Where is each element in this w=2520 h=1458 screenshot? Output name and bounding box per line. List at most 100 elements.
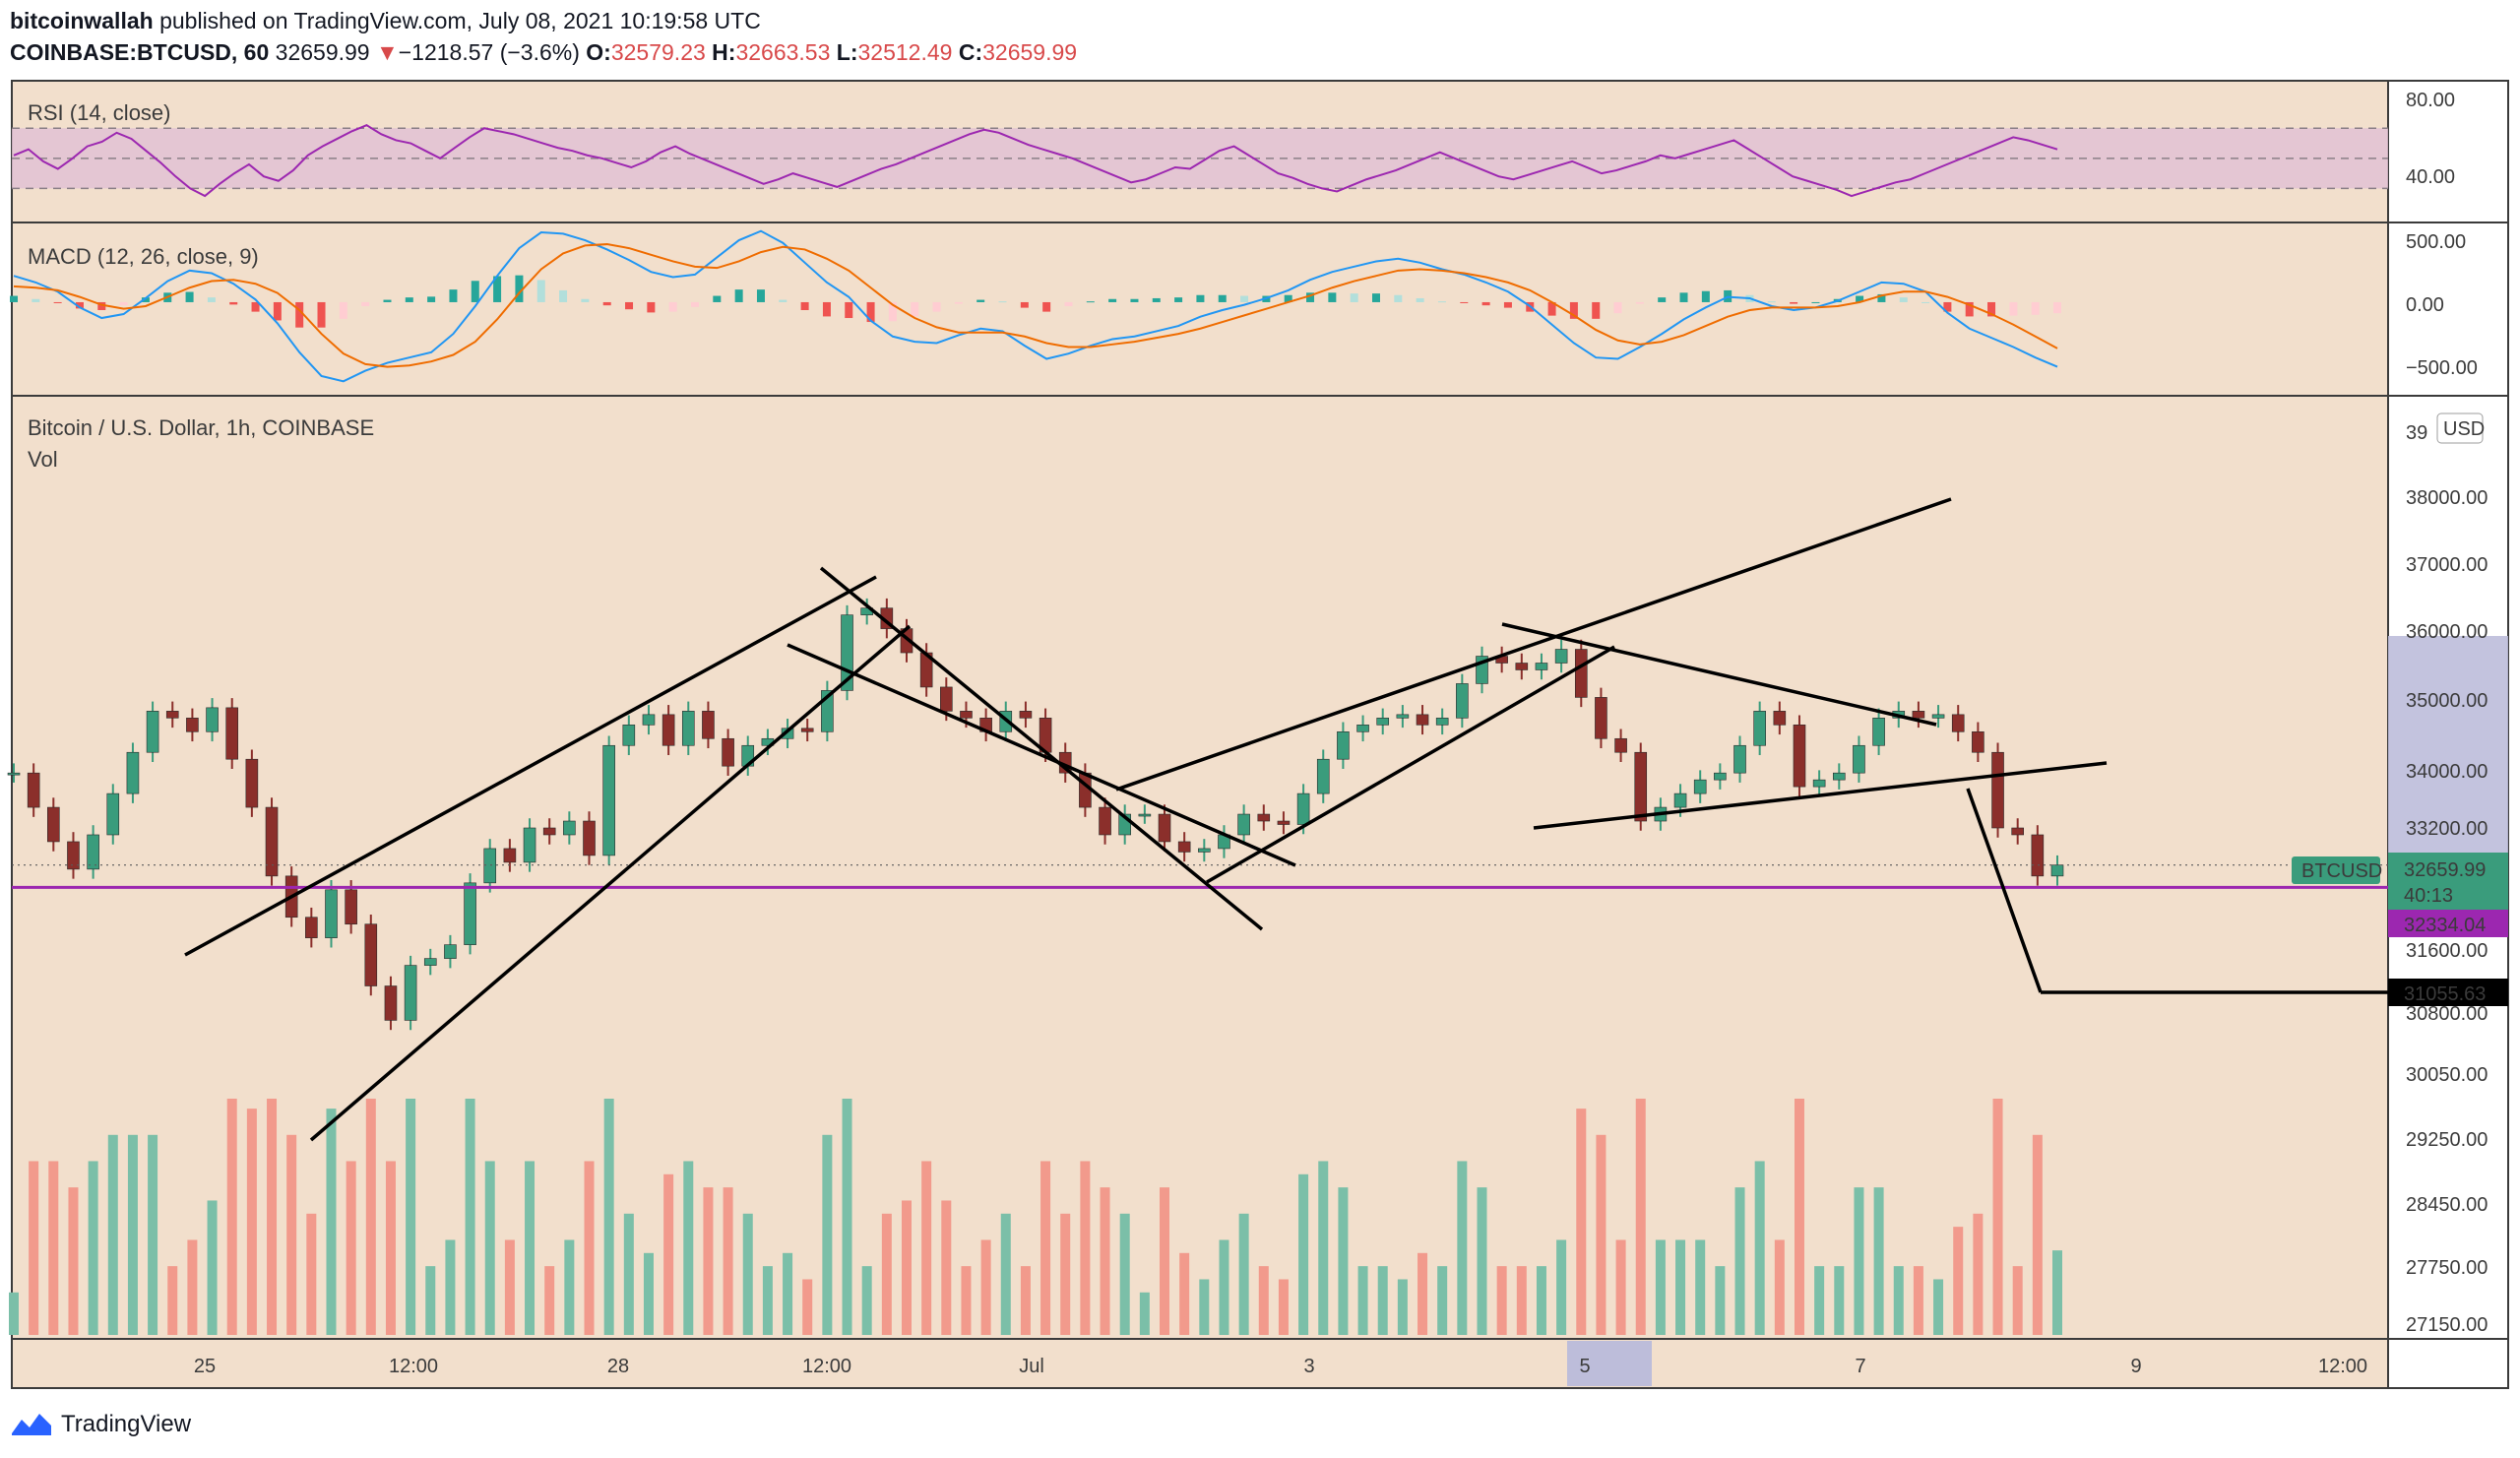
price-tick-label: 28450.00 [2406, 1194, 2488, 1216]
high-label: H: [712, 39, 736, 65]
macd-histogram-bar [1460, 301, 1469, 303]
volume-bar [544, 1266, 555, 1335]
last-price: 32659.99 [275, 39, 370, 65]
time-tick-label: 12:00 [802, 1356, 851, 1377]
candle-body [1673, 792, 1687, 808]
candle-body [542, 827, 556, 836]
macd-histogram-bar [10, 295, 18, 302]
published-text: published on TradingView.com, July 08, 2… [159, 8, 761, 33]
trendline[interactable] [1206, 645, 1615, 884]
macd-histogram-bar [251, 301, 260, 312]
volume-bar [1318, 1161, 1329, 1335]
macd-histogram-bar [229, 301, 238, 305]
volume-bar [445, 1239, 456, 1335]
volume-bar [1357, 1266, 1368, 1335]
price-tick-label: 27750.00 [2406, 1257, 2488, 1279]
volume-bar [861, 1266, 872, 1335]
candle-body [1416, 714, 1429, 726]
price-tick-label: 36000.00 [2406, 621, 2488, 643]
price-tick-label: 27150.00 [2406, 1314, 2488, 1336]
volume-bar [1080, 1161, 1091, 1335]
macd-histogram-bar [1108, 298, 1117, 302]
macd-histogram-bar [1372, 293, 1380, 302]
volume-bar [1893, 1266, 1904, 1335]
macd-histogram-bar [1899, 297, 1908, 302]
candle-body [1693, 779, 1707, 794]
candle-body [165, 711, 179, 719]
price-tick-label: 30050.00 [2406, 1064, 2488, 1086]
macd-histogram-bar [32, 298, 40, 302]
macd-histogram-bar [119, 301, 128, 306]
volume-bar [504, 1239, 515, 1335]
candle-body [325, 889, 338, 938]
candle-body [503, 848, 517, 863]
trendline-drawings[interactable] [184, 497, 2388, 1142]
macd-histogram-bar [75, 301, 84, 309]
price-tick-label: 34000.00 [2406, 761, 2488, 783]
volume-bar [941, 1200, 952, 1335]
support-price-label: 32334.04 [2404, 915, 2486, 936]
macd-histogram-bar [2053, 301, 2061, 314]
macd-histogram-bar [976, 299, 985, 302]
macd-title: MACD (12, 26, close, 9) [28, 244, 259, 269]
currency-badge [2436, 412, 2484, 444]
volume-bar [1695, 1239, 1706, 1335]
macd-histogram-bar [97, 301, 106, 310]
candle-body [186, 718, 199, 732]
time-tick-label: 9 [2130, 1356, 2141, 1377]
macd-histogram-bar [866, 301, 875, 323]
candle-body [1396, 714, 1410, 719]
macd-histogram-bar [317, 301, 326, 328]
symbol-label: COINBASE:BTCUSD, 60 [10, 39, 270, 65]
candle-body [583, 820, 596, 856]
macd-histogram-bar [185, 291, 194, 302]
volume-bar [2052, 1250, 2062, 1335]
macd-histogram-bar [1701, 290, 1710, 302]
macd-histogram-bar [361, 301, 370, 306]
candle-body [1853, 744, 1865, 774]
time-tick-label: 25 [194, 1356, 216, 1377]
trendline[interactable] [1966, 788, 2043, 993]
volume-bar [683, 1161, 694, 1335]
close-value: 32659.99 [982, 39, 1078, 65]
ohlc-line: COINBASE:BTCUSD, 60 32659.99 ▼−1218.57 (… [10, 39, 1077, 66]
trendline[interactable] [1115, 497, 1952, 792]
rsi-series-line [13, 124, 2058, 198]
price-tick-label: 39 [2406, 422, 2427, 444]
candle-body [106, 792, 120, 836]
macd-histogram-bar [888, 301, 897, 322]
trendline[interactable] [1533, 761, 2108, 830]
candle-body [1198, 848, 1211, 853]
support-price-badge [2388, 910, 2508, 937]
volume-bar [1655, 1239, 1666, 1335]
candle-body [1991, 751, 2004, 829]
volume-bar [1199, 1279, 1210, 1335]
trendline[interactable] [309, 624, 912, 1142]
macd-histogram-bar [1064, 301, 1073, 306]
volume-bar [406, 1099, 416, 1335]
candle-body [1376, 718, 1390, 726]
currency-label: USD [2443, 418, 2485, 440]
open-label: O: [586, 39, 611, 65]
trendline[interactable] [1501, 622, 1937, 727]
candle-body [662, 714, 675, 746]
volume-bar [1238, 1213, 1249, 1335]
macd-histogram-bar [273, 301, 282, 321]
volume-bar [286, 1134, 297, 1335]
brand-label: TradingView [61, 1411, 192, 1437]
candle-body [444, 944, 457, 959]
author-name[interactable]: bitcoinwallah [10, 8, 154, 33]
macd-line [13, 229, 2058, 383]
price-tick-label: 33200.00 [2406, 818, 2488, 840]
trendline[interactable] [787, 643, 1296, 867]
candle-body [1972, 730, 1984, 753]
volume-bar [9, 1292, 19, 1335]
macd-histogram-bar [427, 296, 436, 302]
trendline[interactable] [819, 566, 1264, 931]
trendline[interactable] [184, 575, 877, 957]
candle-body [1237, 813, 1250, 836]
candle-body [245, 758, 259, 808]
volume-bar [881, 1213, 892, 1335]
volume-bar [1040, 1161, 1051, 1335]
